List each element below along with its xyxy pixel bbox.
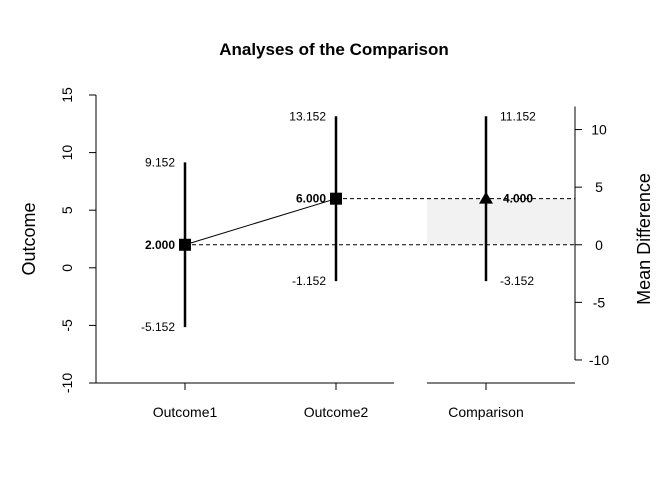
left-tick-label: 0 (59, 264, 75, 272)
chart-title: Analyses of the Comparison (219, 40, 449, 59)
right-tick-label: 5 (595, 179, 603, 195)
estimate-label: 2.000 (145, 238, 175, 252)
category-label: Outcome2 (304, 404, 369, 420)
lower-limit-label: -3.152 (500, 274, 534, 288)
category-label: Outcome1 (153, 404, 218, 420)
estimate-marker-square (330, 192, 342, 205)
left-axis-title: Outcome (19, 202, 39, 275)
left-tick-label: -10 (59, 373, 75, 393)
upper-limit-label: 13.152 (289, 109, 326, 123)
left-tick-label: 5 (59, 206, 75, 214)
right-axis-title: Mean Difference (634, 173, 654, 305)
right-tick-label: -5 (593, 294, 606, 310)
estimate-label: 6.000 (296, 192, 326, 206)
left-tick-label: 10 (59, 145, 75, 161)
right-tick-label: 10 (591, 122, 607, 138)
estimate-label: 4.000 (503, 192, 533, 206)
right-tick-label: 0 (595, 237, 603, 253)
estimate-marker-square (179, 238, 191, 251)
lower-limit-label: -1.152 (292, 274, 326, 288)
upper-limit-label: 11.152 (500, 109, 536, 123)
right-tick-label: -10 (589, 352, 609, 368)
shaded-region (427, 198, 575, 245)
left-tick-label: 15 (59, 87, 75, 103)
connector-line (184, 198, 337, 246)
estimate-marker-triangle (479, 191, 493, 204)
left-tick-label: -5 (59, 319, 75, 332)
upper-limit-label: 9.152 (145, 155, 175, 169)
plot-layer: -10 -5 0 5 10 15 -10 -5 0 5 10 Outcome1 Outcome2 Comp… (59, 87, 609, 420)
category-label: Comparison (448, 404, 523, 420)
lower-limit-label: -5.152 (141, 320, 175, 334)
